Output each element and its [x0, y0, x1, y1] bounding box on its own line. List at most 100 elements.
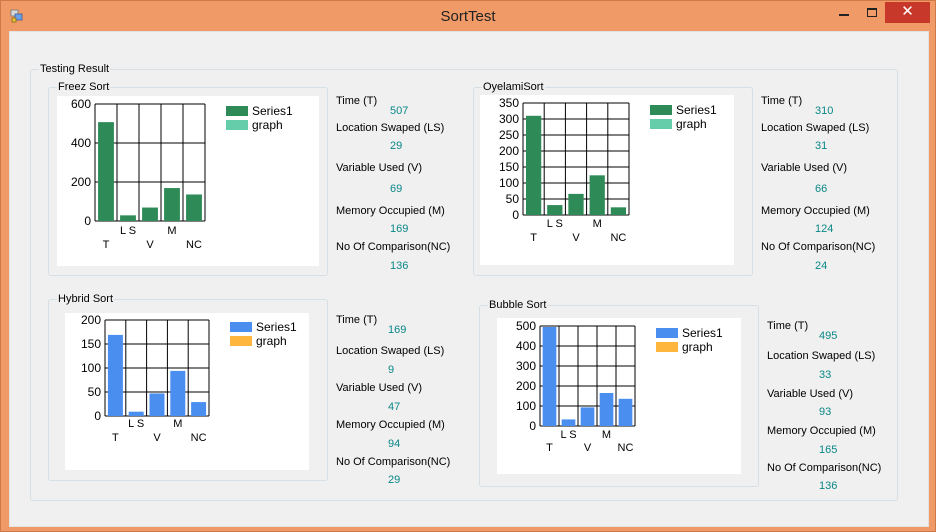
time-value: 507 [390, 105, 409, 117]
location-swaped-value: 29 [390, 140, 403, 152]
memory-occupied-label: Memory Occupied (M) [767, 425, 876, 437]
bar [142, 207, 158, 221]
chart-freez-sort: 0 200 400 600 T L S V M NC Series1 graph [57, 96, 319, 266]
location-swaped-label: Location Swaped (LS) [761, 122, 870, 134]
bar [98, 122, 114, 221]
bar [568, 193, 584, 215]
panel-freez-sort: Freez Sort 0 200 400 600 T L S V M NC Series1 grap… [48, 80, 328, 276]
variable-used-value: 69 [390, 183, 403, 195]
maximize-button[interactable] [859, 3, 885, 23]
client-area: Testing Result Freez Sort 0 200 400 600 T L S… [9, 31, 929, 527]
y-tick-label: 0 [529, 419, 536, 433]
no-of-comparison-value: 29 [388, 474, 401, 486]
y-tick-label: 100 [499, 176, 519, 190]
app-icon[interactable] [10, 9, 24, 23]
bar [149, 393, 165, 416]
time-label: Time (T) [336, 95, 378, 107]
panel-label: Hybrid Sort [57, 292, 115, 306]
y-tick-label: 150 [81, 337, 101, 351]
y-tick-label: 600 [71, 97, 91, 111]
x-tick-label: L S [120, 225, 136, 237]
x-tick-label: M [593, 218, 602, 230]
x-tick-label: L S [560, 429, 576, 441]
y-tick-label: 200 [499, 144, 519, 158]
testing-result-group: Testing Result [30, 62, 898, 501]
legend-label: Series1 [252, 104, 293, 118]
legend-label: graph [676, 117, 707, 131]
y-tick-label: 350 [499, 96, 519, 110]
variable-used-label: Variable Used (V) [336, 382, 422, 394]
variable-used-value: 66 [815, 183, 828, 195]
y-tick-label: 250 [499, 128, 519, 142]
time-value: 495 [819, 330, 838, 342]
variable-used-value: 93 [819, 406, 832, 418]
variable-used-value: 47 [388, 401, 401, 413]
chart-bubble-sort: 0 100 200 300 400 500 T L S V M NC Series1 graph [497, 318, 741, 474]
time-label: Time (T) [336, 314, 378, 326]
variable-used-label: Variable Used (V) [761, 162, 847, 174]
bar [542, 327, 557, 426]
x-tick-label: NC [618, 442, 634, 454]
x-tick-label: NC [610, 232, 626, 244]
time-value: 169 [388, 324, 407, 336]
stats-freez-sort: Time (T) 507 Location Swaped (LS) 29 Var… [336, 93, 466, 273]
bar [191, 402, 207, 416]
memory-occupied-value: 165 [819, 444, 838, 456]
bar [525, 115, 542, 215]
bar [170, 370, 186, 416]
y-tick-label: 300 [499, 112, 519, 126]
x-tick-label: NC [191, 432, 207, 444]
x-tick-label: T [112, 432, 119, 444]
memory-occupied-value: 124 [815, 223, 834, 235]
x-tick-label: T [546, 442, 553, 454]
bar [618, 398, 633, 426]
legend-swatch [650, 105, 672, 115]
x-tick-label: V [146, 239, 154, 251]
variable-used-label: Variable Used (V) [336, 162, 422, 174]
bar [107, 334, 123, 416]
no-of-comparison-label: No Of Comparison(NC) [336, 241, 451, 253]
no-of-comparison-value: 136 [390, 260, 409, 272]
x-tick-label: T [103, 239, 110, 251]
y-tick-label: 300 [516, 359, 536, 373]
chart-oyelami-sort: 0 50 100 150 200 250 300 350 T L S V M NC Series1 grap… [480, 95, 734, 265]
panel-label: Freez Sort [57, 80, 111, 94]
y-tick-label: 0 [94, 409, 101, 423]
x-tick-label: V [572, 232, 580, 244]
bar [547, 205, 563, 215]
location-swaped-value: 31 [815, 140, 828, 152]
legend-label: Series1 [682, 326, 723, 340]
x-tick-label: M [173, 418, 182, 430]
stats-oyelami-sort: Time (T) 310 Location Swaped (LS) 31 Var… [761, 93, 891, 273]
y-tick-label: 500 [516, 319, 536, 333]
y-tick-label: 200 [516, 379, 536, 393]
minimize-button[interactable] [831, 3, 857, 23]
chart-hybrid-sort: 0 50 100 150 200 T L S V M NC Series1 graph [65, 313, 309, 470]
x-tick-label: L S [128, 418, 144, 430]
bar [128, 411, 144, 416]
legend-swatch [656, 342, 678, 352]
legend-label: graph [682, 340, 713, 354]
panel-label: OyelamiSort [482, 80, 545, 94]
title-bar[interactable]: SortTest ✕ [1, 1, 935, 31]
memory-occupied-label: Memory Occupied (M) [761, 205, 870, 217]
legend-swatch [230, 336, 252, 346]
legend-label: Series1 [676, 103, 717, 117]
x-tick-label: M [602, 429, 611, 441]
bar [580, 407, 595, 426]
no-of-comparison-value: 24 [815, 260, 828, 272]
location-swaped-label: Location Swaped (LS) [336, 345, 445, 357]
x-tick-label: NC [186, 239, 202, 251]
legend-swatch [656, 328, 678, 338]
bar [561, 419, 576, 426]
y-tick-label: 400 [71, 136, 91, 150]
location-swaped-value: 33 [819, 369, 832, 381]
no-of-comparison-label: No Of Comparison(NC) [336, 456, 451, 468]
memory-occupied-label: Memory Occupied (M) [336, 419, 445, 431]
y-tick-label: 100 [516, 399, 536, 413]
x-tick-label: V [584, 442, 592, 454]
legend-swatch [226, 120, 248, 130]
close-button[interactable]: ✕ [885, 2, 930, 23]
location-swaped-label: Location Swaped (LS) [336, 122, 445, 134]
legend-label: graph [252, 118, 283, 132]
